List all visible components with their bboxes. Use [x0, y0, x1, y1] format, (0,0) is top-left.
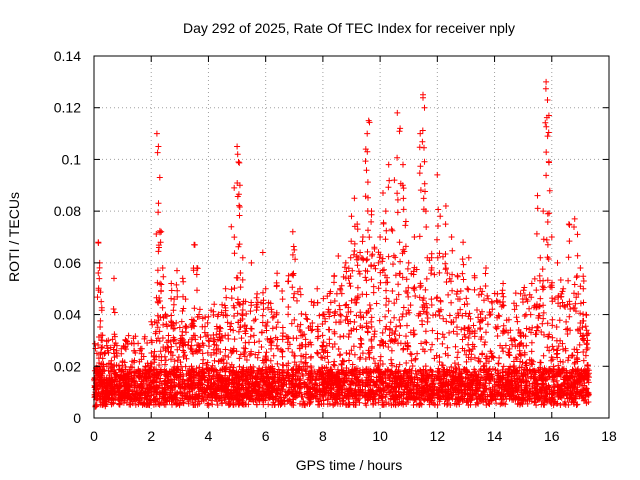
data-point: [124, 370, 131, 377]
data-point: [357, 249, 364, 256]
data-point: [302, 311, 309, 318]
data-point: [560, 285, 567, 292]
data-point: [380, 190, 386, 196]
data-point: [577, 265, 584, 271]
data-point: [483, 265, 489, 271]
data-point: [234, 143, 241, 150]
data-point: [111, 275, 117, 282]
data-point: [291, 246, 298, 253]
data-point: [465, 254, 472, 261]
data-point: [156, 174, 163, 181]
data-point: [499, 379, 506, 386]
data-point: [457, 388, 463, 394]
data-point: [486, 380, 493, 387]
data-point: [289, 228, 296, 235]
data-point: [543, 376, 550, 383]
data-point: [437, 213, 444, 220]
data-point: [297, 390, 304, 396]
data-point: [411, 234, 418, 240]
data-point: [392, 368, 399, 375]
data-point: [391, 177, 398, 184]
data-point: [385, 161, 392, 168]
data-point: [351, 195, 358, 202]
data-point: [562, 381, 568, 388]
data-point: [565, 221, 572, 228]
data-point: [442, 203, 449, 209]
data-point: [259, 249, 266, 256]
data-point: [554, 259, 561, 266]
data-point: [436, 377, 443, 384]
data-point: [155, 143, 162, 150]
data-point: [534, 192, 541, 199]
data-point: [286, 384, 293, 391]
data-point: [248, 259, 255, 266]
data-point: [93, 350, 100, 357]
data-point: [211, 301, 218, 308]
data-point: [382, 208, 389, 215]
data-point: [222, 285, 229, 292]
data-point: [264, 368, 271, 374]
data-point: [176, 324, 183, 331]
data-point: [437, 394, 444, 401]
data-point: [394, 109, 401, 116]
data-point: [196, 306, 203, 313]
data-point: [348, 213, 355, 220]
data-point: [400, 161, 406, 168]
data-point: [308, 369, 315, 376]
data-point: [463, 374, 469, 381]
data-point: [157, 375, 164, 382]
data-point: [544, 97, 551, 103]
data-points: [91, 78, 592, 410]
data-point: [448, 234, 455, 240]
data-point: [364, 130, 371, 137]
data-point: [235, 159, 242, 165]
data-point: [421, 104, 428, 111]
data-point: [302, 368, 309, 375]
data-point: [460, 239, 467, 246]
data-point: [417, 130, 424, 137]
data-point: [537, 254, 544, 261]
data-point: [342, 259, 349, 266]
data-point: [571, 215, 578, 222]
data-point: [158, 228, 165, 235]
data-point: [543, 78, 550, 85]
data-point: [405, 389, 412, 396]
data-point: [434, 171, 441, 178]
data-point: [548, 234, 555, 240]
data-point: [402, 218, 409, 225]
data-point: [262, 285, 269, 292]
data-point: [153, 130, 160, 137]
data-point: [444, 395, 451, 402]
data-point: [500, 280, 507, 287]
data-point: [528, 280, 535, 287]
data-point: [574, 231, 581, 238]
data-point: [308, 298, 315, 305]
data-point: [231, 184, 238, 191]
data-point: [275, 366, 282, 373]
data-point: [540, 208, 547, 215]
data-point: [377, 234, 384, 240]
data-point: [208, 376, 215, 383]
data-point: [492, 366, 499, 373]
data-point: [511, 306, 518, 313]
data-point: [174, 267, 180, 274]
data-point: [199, 350, 206, 357]
data-point: [445, 394, 452, 401]
data-point: [314, 285, 321, 292]
chart-title: Day 292 of 2025, Rate Of TEC Index for r…: [183, 20, 515, 36]
data-point: [274, 270, 281, 277]
data-point: [159, 265, 166, 271]
data-point: [239, 254, 246, 261]
data-point: [98, 298, 105, 305]
data-point: [279, 324, 286, 331]
data-point: [228, 223, 235, 230]
data-point: [405, 259, 412, 266]
data-point: [397, 125, 404, 132]
data-point: [228, 369, 234, 376]
data-point: [168, 280, 175, 287]
